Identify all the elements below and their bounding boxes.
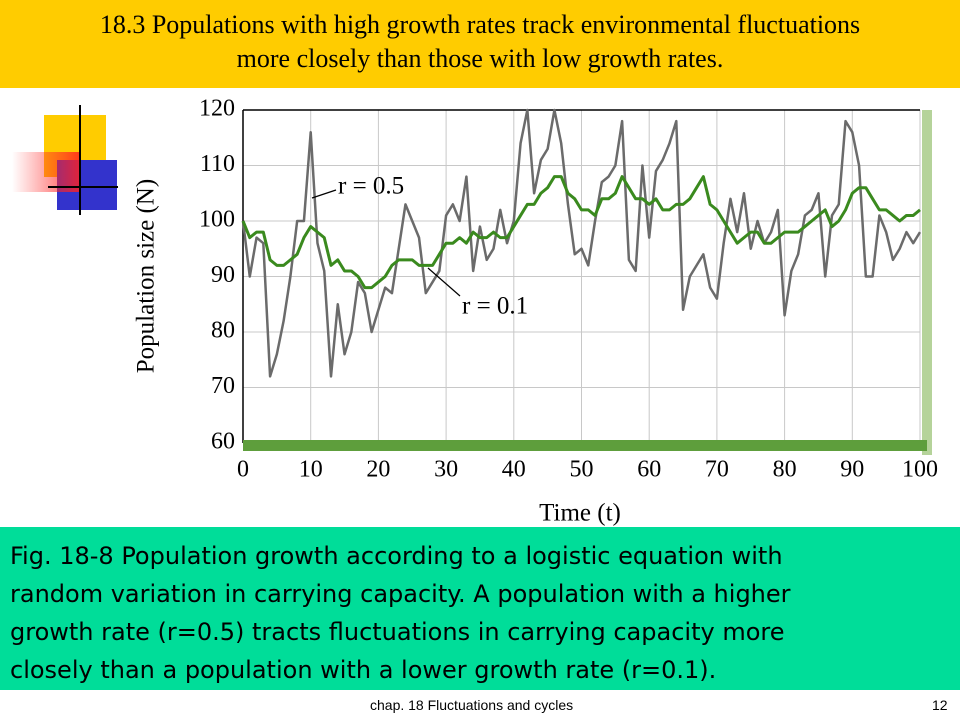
series-label: r = 0.5 xyxy=(338,173,404,200)
caption-line: random variation in carrying capacity. A… xyxy=(10,580,791,608)
footer: chap. 18 Fluctuations and cycles 12 xyxy=(0,694,960,718)
caption-line: closely than a population with a lower g… xyxy=(10,656,717,684)
y-tick-label: 110 xyxy=(200,151,235,177)
x-tick-label: 10 xyxy=(299,457,323,483)
series-label: r = 0.1 xyxy=(462,293,528,320)
x-tick-label: 100 xyxy=(902,457,938,483)
x-tick-label: 60 xyxy=(637,457,661,483)
y-tick-label: 120 xyxy=(199,96,235,122)
y-tick-label: 80 xyxy=(211,318,235,344)
x-tick-label: 20 xyxy=(366,457,390,483)
label-pointer xyxy=(311,189,337,199)
x-tick-label: 40 xyxy=(502,457,526,483)
chart: Population size (N) Time (t) r = 0.5 r =… xyxy=(12,96,938,527)
footer-text: chap. 18 Fluctuations and cycles xyxy=(370,697,574,713)
series-line xyxy=(241,175,921,290)
header-line: 18.3 Populations with high growth rates … xyxy=(99,10,861,39)
x-tick-label: 80 xyxy=(773,457,797,483)
x-axis-label: Time (t) xyxy=(539,500,621,527)
right-frame xyxy=(922,110,932,455)
x-tick-label: 70 xyxy=(705,457,729,483)
caption: Fig. 18-8 Population growth according to… xyxy=(0,527,960,690)
label-pointer xyxy=(427,267,461,297)
x-tick-label: 50 xyxy=(570,457,594,483)
plot xyxy=(241,108,922,444)
page-number: 12 xyxy=(932,697,948,713)
y-tick-label: 70 xyxy=(211,373,235,399)
caption-line: Fig. 18-8 Population growth according to… xyxy=(10,542,783,570)
bottom-frame xyxy=(243,440,927,451)
logo xyxy=(12,105,118,215)
y-tick-label: 100 xyxy=(199,207,235,233)
caption-line: growth rate (r=0.5) tracts fluctuations … xyxy=(10,618,785,646)
slide-header: 18.3 Populations with high growth rates … xyxy=(0,0,960,88)
x-tick-label: 30 xyxy=(434,457,458,483)
y-tick-label: 90 xyxy=(211,262,235,288)
x-tick-label: 90 xyxy=(840,457,864,483)
x-tick-label: 0 xyxy=(237,457,249,483)
y-axis-label: Population size (N) xyxy=(133,179,160,373)
y-tick-label: 60 xyxy=(211,429,235,455)
header-line: more closely than those with low growth … xyxy=(236,44,724,73)
series-line xyxy=(241,108,922,378)
